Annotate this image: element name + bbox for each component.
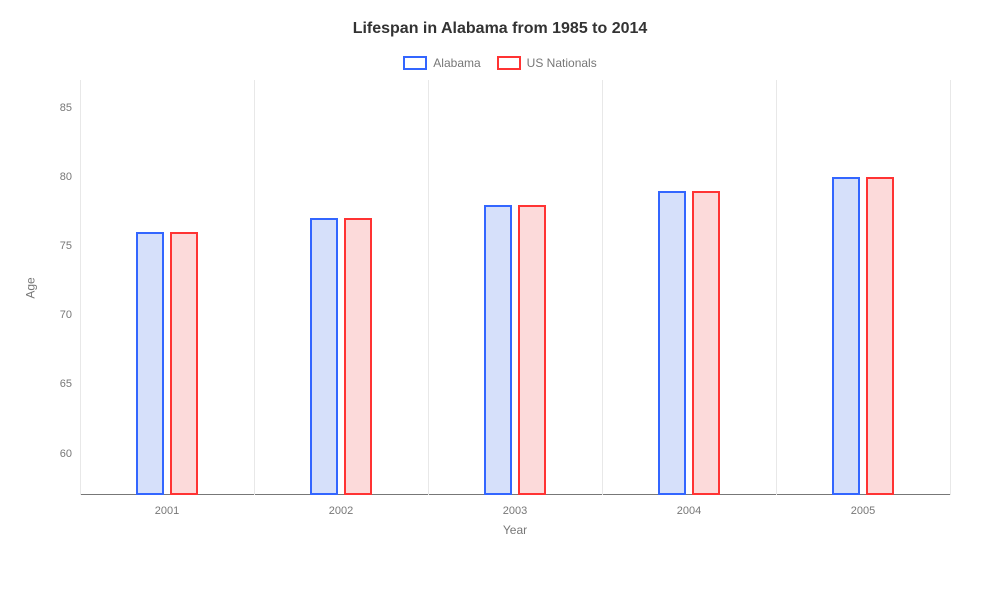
plot: Age 606570758085 Year 200120022003200420… <box>30 80 970 535</box>
bar <box>832 177 860 495</box>
y-tick: 80 <box>60 171 72 183</box>
chart-title: Lifespan in Alabama from 1985 to 2014 <box>30 20 970 38</box>
x-axis-label: Year <box>503 523 527 537</box>
x-tick: 2001 <box>155 505 179 517</box>
y-axis-label: Age <box>24 277 38 298</box>
legend-swatch-us-nationals <box>497 56 521 70</box>
bar <box>136 232 164 495</box>
y-tick: 70 <box>60 309 72 321</box>
legend-swatch-alabama <box>403 56 427 70</box>
x-axis-line <box>80 494 950 495</box>
legend-item-us-nationals: US Nationals <box>497 56 597 70</box>
x-tick: 2004 <box>677 505 701 517</box>
y-tick: 65 <box>60 378 72 390</box>
grid-line <box>428 80 429 495</box>
plot-area: Year 20012002200320042005 <box>80 80 950 495</box>
legend: Alabama US Nationals <box>30 56 970 70</box>
grid-line <box>80 80 81 495</box>
bar <box>692 191 720 495</box>
legend-label-us-nationals: US Nationals <box>527 56 597 70</box>
x-tick: 2005 <box>851 505 875 517</box>
grid-line <box>602 80 603 495</box>
grid-line <box>254 80 255 495</box>
bar <box>170 232 198 495</box>
y-tick: 60 <box>60 448 72 460</box>
grid-line <box>950 80 951 495</box>
bar <box>866 177 894 495</box>
y-tick: 85 <box>60 102 72 114</box>
x-tick: 2003 <box>503 505 527 517</box>
legend-label-alabama: Alabama <box>433 56 480 70</box>
legend-item-alabama: Alabama <box>403 56 480 70</box>
bar <box>658 191 686 495</box>
bar <box>310 218 338 495</box>
chart-container: Lifespan in Alabama from 1985 to 2014 Al… <box>0 0 1000 600</box>
x-tick: 2002 <box>329 505 353 517</box>
bar <box>344 218 372 495</box>
bar <box>518 205 546 496</box>
grid-line <box>776 80 777 495</box>
y-tick: 75 <box>60 240 72 252</box>
bar <box>484 205 512 496</box>
y-axis: Age 606570758085 <box>30 80 80 495</box>
